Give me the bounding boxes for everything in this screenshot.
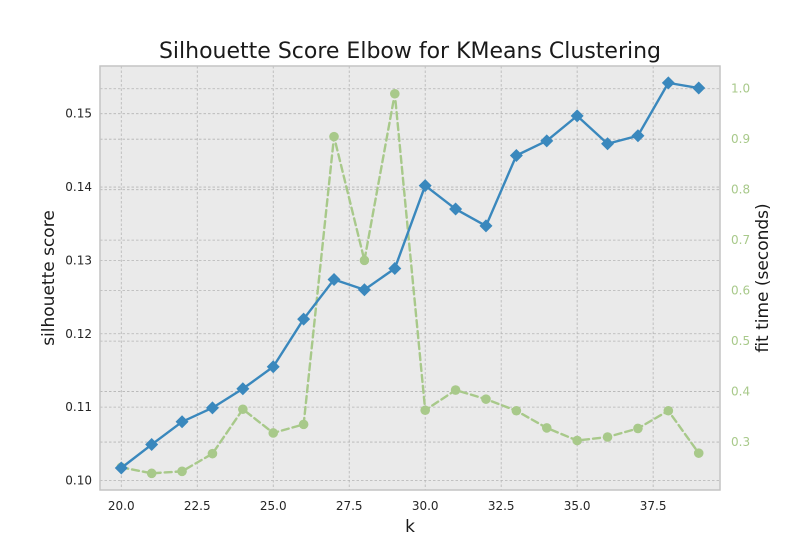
fit-time-point xyxy=(481,394,491,404)
fit-time-point xyxy=(146,468,157,479)
silhouette-point xyxy=(601,137,615,151)
fit-time-point xyxy=(693,448,704,458)
silhouette-point xyxy=(661,76,675,90)
silhouette-point xyxy=(631,129,645,143)
silhouette-series xyxy=(114,76,706,475)
fit-time-point xyxy=(359,255,370,266)
fit-time-point xyxy=(390,88,400,99)
series-layer xyxy=(114,76,706,479)
y2-tick-label: 0.6 xyxy=(731,284,750,298)
fit-time-point xyxy=(298,419,309,430)
y-tick-label: 0.13 xyxy=(65,253,92,267)
fit-time-point xyxy=(602,432,613,442)
y2-tick-label: 0.9 xyxy=(731,132,750,146)
fit-time-point xyxy=(541,423,552,433)
silhouette-point xyxy=(540,134,554,148)
fit-time-point xyxy=(572,435,582,446)
fit-time-point xyxy=(238,404,248,415)
silhouette-point xyxy=(327,272,341,286)
chart-title: Silhouette Score Elbow for KMeans Cluste… xyxy=(159,39,661,64)
fit-time-point xyxy=(329,131,339,142)
silhouette-point xyxy=(418,179,432,193)
y2-axis-label: fit time (seconds) xyxy=(753,203,773,352)
silhouette-point xyxy=(388,261,402,275)
fit-time-point xyxy=(633,423,643,434)
silhouette-point xyxy=(175,415,189,429)
fit-time-series xyxy=(116,88,704,479)
x-tick-label: 32.5 xyxy=(488,499,515,513)
y2-tick-label: 0.5 xyxy=(731,334,750,348)
fit-time-point xyxy=(420,405,430,416)
x-tick-label: 30.0 xyxy=(412,499,439,513)
x-tick-label: 22.5 xyxy=(184,499,211,513)
plot-frame xyxy=(99,65,721,491)
fit-time-line xyxy=(120,92,700,475)
silhouette-point xyxy=(570,109,584,123)
y-tick-label: 0.10 xyxy=(65,473,92,487)
silhouette-point xyxy=(449,202,463,216)
y2-tick-label: 0.7 xyxy=(731,233,750,247)
silhouette-point xyxy=(145,438,159,452)
silhouette-point xyxy=(297,312,311,326)
fit-time-point xyxy=(511,405,522,416)
grid xyxy=(100,66,720,490)
y-axis-label: silhouette score xyxy=(39,210,59,346)
fit-time-point xyxy=(177,466,187,477)
y-ticks: 0.10 0.11 0.12 0.13 0.14 0.15 xyxy=(65,107,92,488)
x-tick-label: 37.5 xyxy=(640,499,667,513)
y-tick-label: 0.12 xyxy=(65,327,92,341)
x-ticks: 20.0 22.5 25.0 27.5 30.0 32.5 35.0 37.5 xyxy=(108,499,667,513)
silhouette-point xyxy=(509,148,523,162)
plot-area xyxy=(100,66,720,490)
silhouette-point xyxy=(114,461,128,475)
y2-tick-label: 0.8 xyxy=(731,183,750,197)
silhouette-point xyxy=(205,401,219,415)
x-tick-label: 25.0 xyxy=(260,499,287,513)
y-tick-label: 0.15 xyxy=(65,107,92,121)
y2-tick-label: 0.4 xyxy=(731,385,750,399)
fit-time-point xyxy=(268,428,279,438)
y2-tick-label: 0.3 xyxy=(731,435,750,449)
fit-time-point xyxy=(450,385,461,395)
silhouette-point xyxy=(266,360,280,374)
y-tick-label: 0.11 xyxy=(65,400,92,414)
x-tick-label: 27.5 xyxy=(336,499,363,513)
y2-ticks: 0.3 0.4 0.5 0.6 0.7 0.8 0.9 1.0 xyxy=(731,82,750,449)
fit-time-point xyxy=(207,448,218,459)
y2-tick-label: 1.0 xyxy=(731,82,750,96)
x-tick-label: 20.0 xyxy=(108,499,135,513)
silhouette-point xyxy=(692,81,706,95)
silhouette-line xyxy=(120,81,700,470)
x-axis-label: k xyxy=(405,517,415,537)
x-tick-label: 35.0 xyxy=(564,499,591,513)
silhouette-point xyxy=(479,219,493,233)
silhouette-point xyxy=(357,283,371,297)
fit-time-point xyxy=(663,405,674,416)
silhouette-point xyxy=(236,382,250,396)
y-tick-label: 0.14 xyxy=(65,180,92,194)
